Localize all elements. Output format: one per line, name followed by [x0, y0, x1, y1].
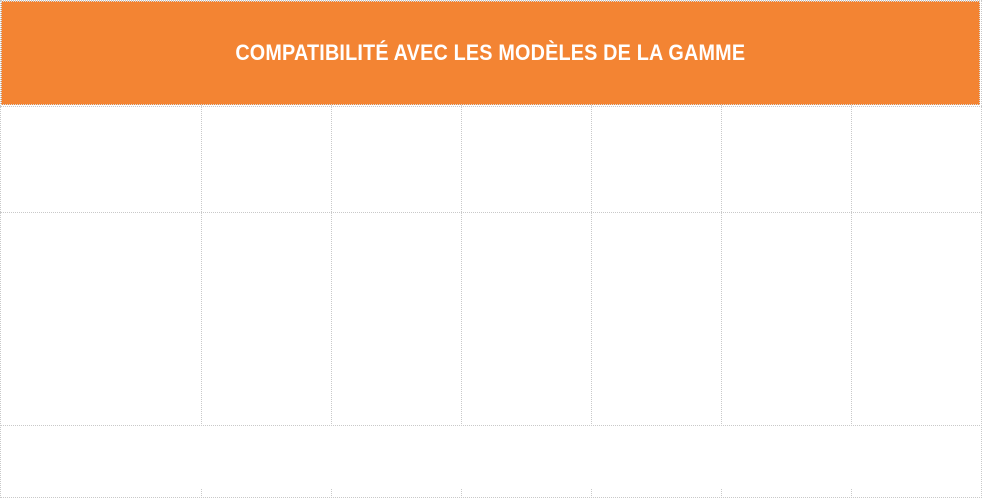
grid-line-horizontal	[0, 212, 982, 213]
grid-line-horizontal	[0, 0, 982, 1]
grid-line-vertical	[331, 0, 332, 498]
grid-line-vertical	[201, 0, 202, 498]
grid-line-vertical	[461, 0, 462, 498]
table-cell-merged	[1, 426, 980, 488]
grid-line-vertical	[591, 0, 592, 498]
table-header: COMPATIBILITÉ AVEC LES MODÈLES DE LA GAM…	[1, 1, 980, 105]
grid-line-vertical	[721, 0, 722, 498]
table-title: COMPATIBILITÉ AVEC LES MODÈLES DE LA GAM…	[235, 40, 746, 65]
grid-line-horizontal	[0, 425, 982, 426]
grid-line-vertical	[851, 0, 852, 498]
grid-line-vertical	[0, 0, 1, 498]
grid-line-horizontal	[0, 106, 982, 107]
